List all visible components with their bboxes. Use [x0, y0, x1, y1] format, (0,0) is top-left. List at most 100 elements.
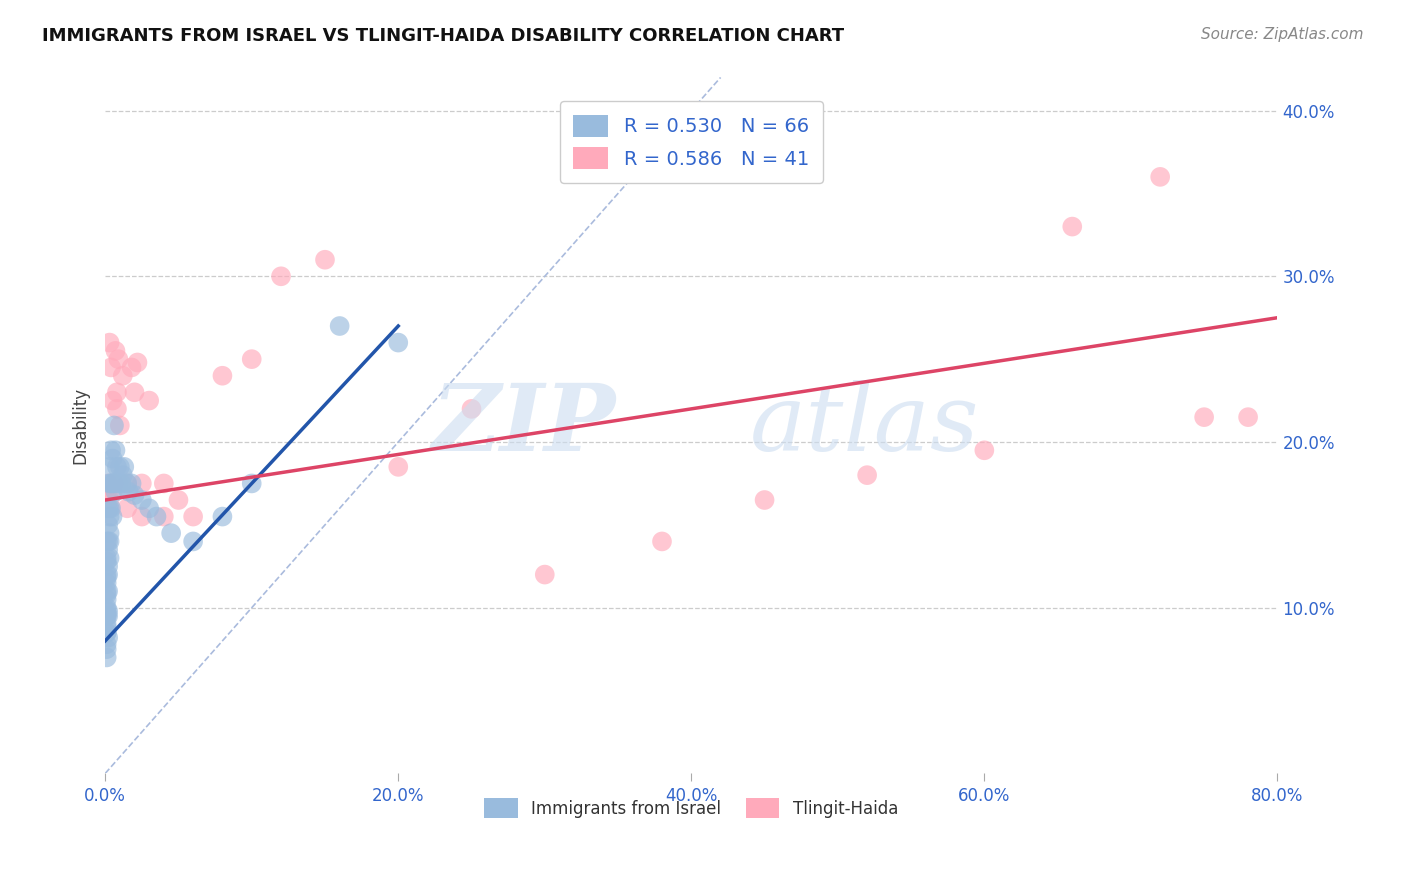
Point — [127, 355, 149, 369]
Point — [1192, 410, 1215, 425]
Point — [100, 476, 122, 491]
Point — [96, 554, 118, 568]
Point — [97, 604, 120, 618]
Point — [97, 476, 120, 491]
Point — [145, 509, 167, 524]
Text: Source: ZipAtlas.com: Source: ZipAtlas.com — [1201, 27, 1364, 42]
Point — [460, 401, 482, 416]
Point — [153, 476, 176, 491]
Point — [96, 534, 118, 549]
Point — [754, 493, 776, 508]
Point — [97, 559, 120, 574]
Point — [131, 476, 153, 491]
Legend: Immigrants from Israel, Tlingit-Haida: Immigrants from Israel, Tlingit-Haida — [478, 792, 905, 824]
Point — [329, 318, 352, 333]
Point — [96, 551, 118, 566]
Point — [111, 368, 134, 383]
Point — [856, 468, 879, 483]
Point — [533, 567, 555, 582]
Point — [96, 609, 118, 624]
Text: atlas: atlas — [749, 380, 980, 470]
Point — [124, 385, 146, 400]
Point — [115, 476, 138, 491]
Point — [96, 587, 118, 601]
Point — [96, 600, 118, 615]
Point — [98, 459, 121, 474]
Point — [104, 443, 127, 458]
Point — [160, 526, 183, 541]
Point — [96, 625, 118, 640]
Point — [105, 459, 128, 474]
Point — [108, 418, 131, 433]
Point — [115, 476, 138, 491]
Point — [240, 352, 263, 367]
Point — [314, 252, 336, 267]
Point — [97, 584, 120, 599]
Point — [104, 343, 127, 358]
Point — [98, 493, 121, 508]
Text: IMMIGRANTS FROM ISRAEL VS TLINGIT-HAIDA DISABILITY CORRELATION CHART: IMMIGRANTS FROM ISRAEL VS TLINGIT-HAIDA … — [42, 27, 845, 45]
Point — [138, 393, 160, 408]
Point — [153, 509, 176, 524]
Point — [101, 509, 124, 524]
Text: ZIP: ZIP — [430, 380, 614, 470]
Point — [96, 584, 118, 599]
Point — [96, 575, 118, 590]
Point — [167, 493, 190, 508]
Point — [97, 542, 120, 557]
Point — [101, 393, 124, 408]
Point — [1149, 169, 1171, 184]
Point — [121, 360, 143, 375]
Point — [211, 509, 233, 524]
Point — [100, 360, 122, 375]
Point — [100, 443, 122, 458]
Point — [103, 418, 125, 433]
Point — [112, 459, 135, 474]
Point — [98, 335, 121, 350]
Point — [96, 484, 118, 499]
Point — [101, 451, 124, 466]
Point — [131, 509, 153, 524]
Point — [97, 517, 120, 532]
Point — [107, 476, 129, 491]
Point — [98, 509, 121, 524]
Point — [98, 534, 121, 549]
Point — [387, 335, 409, 350]
Point — [96, 571, 118, 585]
Point — [101, 484, 124, 499]
Point — [240, 476, 263, 491]
Point — [96, 604, 118, 618]
Point — [101, 476, 124, 491]
Point — [107, 352, 129, 367]
Point — [108, 459, 131, 474]
Point — [98, 501, 121, 516]
Point — [651, 534, 673, 549]
Point — [211, 368, 233, 383]
Point — [118, 484, 141, 499]
Point — [97, 501, 120, 516]
Point — [97, 609, 120, 624]
Point — [105, 385, 128, 400]
Point — [98, 526, 121, 541]
Point — [96, 567, 118, 582]
Point — [97, 631, 120, 645]
Point — [103, 476, 125, 491]
Point — [387, 459, 409, 474]
Point — [124, 488, 146, 502]
Point — [181, 509, 204, 524]
Point — [96, 650, 118, 665]
Point — [104, 484, 127, 499]
Point — [96, 617, 118, 632]
Point — [96, 592, 118, 607]
Point — [97, 567, 120, 582]
Point — [270, 269, 292, 284]
Point — [1062, 219, 1084, 234]
Point — [96, 609, 118, 624]
Point — [1237, 410, 1260, 425]
Point — [131, 493, 153, 508]
Point — [111, 468, 134, 483]
Point — [181, 534, 204, 549]
Point — [121, 476, 143, 491]
Point — [96, 625, 118, 640]
Point — [96, 637, 118, 651]
